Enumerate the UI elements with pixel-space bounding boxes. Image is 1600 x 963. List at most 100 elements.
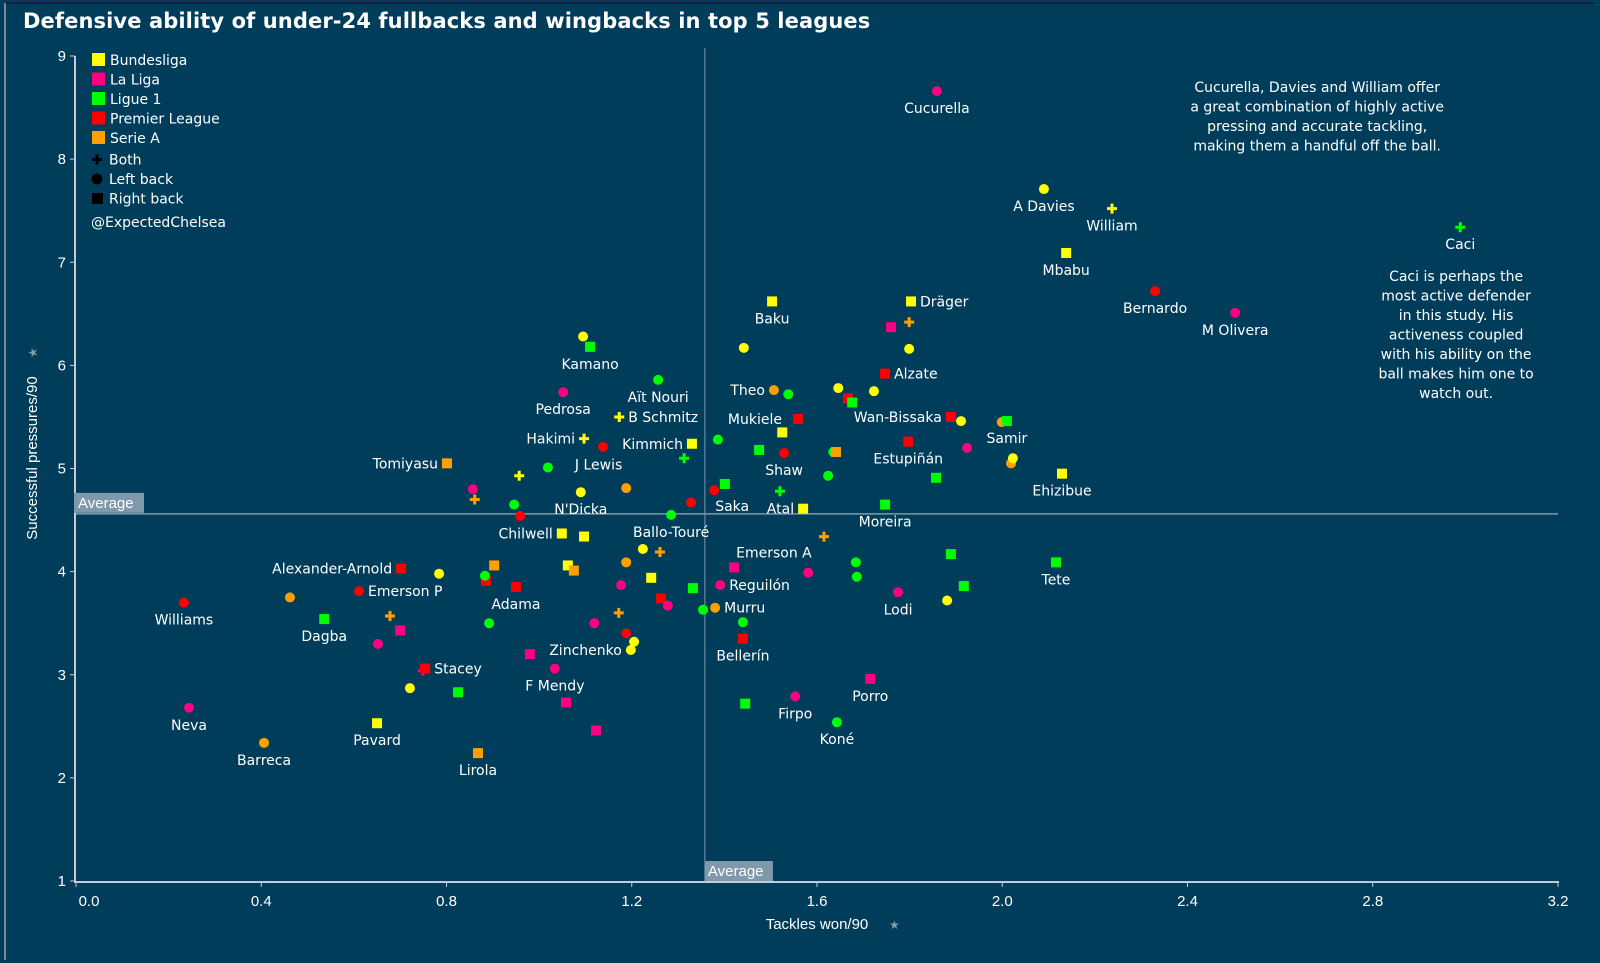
data-point xyxy=(284,592,295,603)
annotation-line: pressing and accurate tackling, xyxy=(1207,119,1427,135)
data-point xyxy=(319,614,330,625)
y-tick-label: 2 xyxy=(58,770,66,787)
point-label: Baku xyxy=(755,311,790,327)
y-tick-label: 6 xyxy=(58,357,66,374)
x-tick-label: 1.2 xyxy=(621,893,642,910)
annotation-line: activeness coupled xyxy=(1389,327,1524,343)
data-point xyxy=(549,663,560,674)
data-point xyxy=(558,387,569,398)
pin-icon: ★ xyxy=(889,918,900,932)
legend-label: Bundesliga xyxy=(110,53,187,69)
point-label: Chilwell xyxy=(499,526,553,542)
data-point xyxy=(480,575,491,586)
data-point xyxy=(956,416,967,427)
data-point xyxy=(1007,453,1018,464)
x-tick-label: 2.8 xyxy=(1362,893,1383,910)
y-tick-label: 9 xyxy=(58,48,66,65)
point-label: Aït Nouri xyxy=(628,390,689,406)
data-point xyxy=(893,587,904,598)
data-point xyxy=(353,586,364,597)
data-point xyxy=(783,389,794,400)
legend-label: Premier League xyxy=(110,112,220,128)
data-point xyxy=(942,595,953,606)
data-point xyxy=(803,567,814,578)
data-point xyxy=(774,486,785,497)
data-point xyxy=(184,702,195,713)
data-point xyxy=(719,478,730,489)
data-point xyxy=(904,317,915,328)
data-point xyxy=(737,633,748,644)
average-lines: Average Average xyxy=(74,48,1558,881)
legend-swatch xyxy=(92,53,105,66)
data-point xyxy=(710,602,721,613)
point-label: Saka xyxy=(715,499,749,515)
data-point xyxy=(1038,184,1049,195)
data-point xyxy=(687,583,698,594)
data-point xyxy=(768,385,779,396)
data-point xyxy=(514,470,525,481)
data-point xyxy=(621,483,632,494)
data-point xyxy=(931,86,942,97)
data-point xyxy=(585,341,596,352)
data-point xyxy=(625,645,636,655)
x-tick-label: 0.0 xyxy=(79,893,100,910)
data-point xyxy=(1150,286,1161,297)
data-point xyxy=(579,531,590,542)
data-point xyxy=(833,383,844,394)
data-point xyxy=(712,434,723,445)
data-point xyxy=(575,487,586,498)
data-point xyxy=(740,698,751,709)
data-point xyxy=(850,557,861,568)
data-point xyxy=(851,571,862,582)
point-label: Porro xyxy=(852,689,888,705)
point-label: Moreira xyxy=(859,515,912,531)
point-label: Adama xyxy=(491,597,540,613)
data-point xyxy=(906,296,917,307)
legend-label: Left back xyxy=(109,172,174,188)
data-point xyxy=(560,697,571,708)
point-label: Caci xyxy=(1445,237,1475,253)
data-point xyxy=(945,411,956,422)
data-point xyxy=(737,617,748,628)
point-label: Zinchenko xyxy=(549,643,622,659)
data-point xyxy=(945,549,956,560)
point-label: J Lewis xyxy=(574,457,622,473)
point-label: Lirola xyxy=(459,763,497,779)
annotation-line: Caci is perhaps the xyxy=(1389,269,1523,285)
data-point xyxy=(384,610,395,621)
data-point xyxy=(372,638,383,649)
point-label: Hakimi xyxy=(526,432,575,448)
point-label: Dräger xyxy=(920,294,969,310)
legend-label: Both xyxy=(109,153,142,169)
data-point xyxy=(686,438,697,449)
credit-text: @ExpectedChelsea xyxy=(91,215,226,231)
point-label: N'Dicka xyxy=(554,502,607,518)
data-point xyxy=(396,563,407,574)
data-point xyxy=(621,628,632,639)
annotation-line: making them a handful off the ball. xyxy=(1193,139,1441,155)
point-label: Mbabu xyxy=(1043,263,1090,279)
data-point xyxy=(479,570,490,581)
pin-icon: ★ xyxy=(26,347,40,358)
legend-swatch xyxy=(92,72,105,86)
data-point xyxy=(568,565,579,576)
legend-swatch xyxy=(92,111,105,125)
data-point xyxy=(698,604,709,615)
data-point xyxy=(790,691,801,702)
data-point xyxy=(729,562,740,573)
point-label: Williams xyxy=(155,613,214,629)
y-tick-label: 7 xyxy=(58,254,66,271)
data-point xyxy=(637,543,648,554)
y-tick-label: 8 xyxy=(58,151,66,168)
point-label: A Davies xyxy=(1013,199,1074,215)
point-label: Neva xyxy=(171,718,207,734)
y-tick-label: 5 xyxy=(58,461,66,478)
point-label: Alzate xyxy=(894,367,938,383)
point-label: Wan-Bissaka xyxy=(854,410,942,426)
data-point xyxy=(662,600,673,611)
data-point xyxy=(962,442,973,453)
data-point xyxy=(1455,222,1466,233)
data-point xyxy=(1061,247,1072,258)
average-x-label-bg xyxy=(704,861,773,881)
data-point xyxy=(738,342,749,353)
